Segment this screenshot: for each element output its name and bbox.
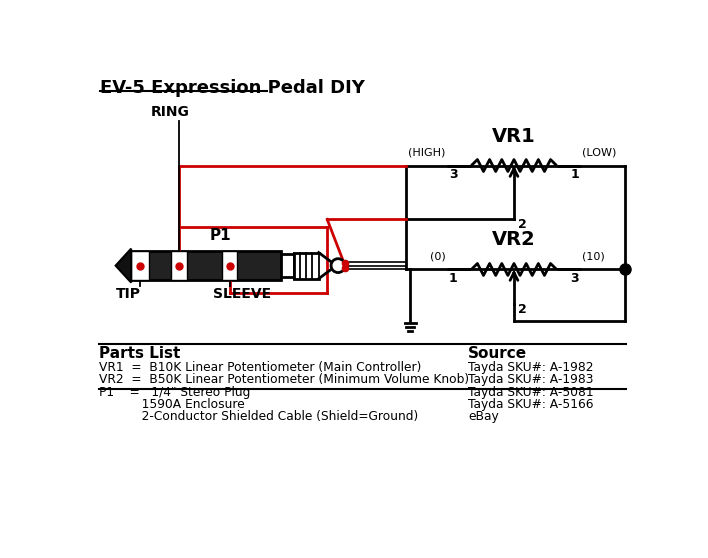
Text: P1: P1 (210, 228, 231, 243)
Text: 2: 2 (518, 302, 527, 316)
Text: Tayda SKU#: A-1983: Tayda SKU#: A-1983 (468, 373, 594, 387)
Polygon shape (115, 249, 131, 282)
Text: SLEEVE: SLEEVE (212, 287, 270, 301)
Text: 1: 1 (449, 272, 457, 285)
Text: VR1  =  B10K Linear Potentiometer (Main Controller): VR1 = B10K Linear Potentiometer (Main Co… (99, 361, 422, 374)
Text: Tayda SKU#: A-5166: Tayda SKU#: A-5166 (468, 398, 594, 411)
Text: VR2  =  B50K Linear Potentiometer (Minimum Volume Knob): VR2 = B50K Linear Potentiometer (Minimum… (99, 373, 469, 387)
Text: 2-Conductor Shielded Cable (Shield=Ground): 2-Conductor Shielded Cable (Shield=Groun… (99, 410, 418, 424)
Bar (131, 251, 280, 280)
Text: 2: 2 (518, 218, 527, 231)
Text: (LOW): (LOW) (582, 148, 617, 158)
Text: P1    =   1/4" Stereo Plug: P1 = 1/4" Stereo Plug (99, 386, 251, 399)
Circle shape (331, 259, 345, 272)
Text: Source: Source (468, 347, 527, 362)
Bar (280, 254, 294, 277)
Bar (171, 251, 187, 280)
Text: 1: 1 (571, 168, 579, 181)
Text: 3: 3 (449, 168, 457, 181)
Bar (222, 251, 237, 280)
Text: VR1: VR1 (492, 127, 536, 146)
Text: Tayda SKU#: A-5081: Tayda SKU#: A-5081 (468, 386, 594, 399)
Text: 1590A Enclosure: 1590A Enclosure (99, 398, 245, 411)
Text: eBay: eBay (468, 410, 499, 424)
Text: (10): (10) (582, 252, 605, 262)
Text: Tayda SKU#: A-1982: Tayda SKU#: A-1982 (468, 361, 594, 374)
Text: TIP: TIP (115, 287, 141, 301)
Text: EV-5 Expression Pedal DIY: EV-5 Expression Pedal DIY (100, 79, 365, 97)
Text: (0): (0) (430, 252, 446, 262)
Text: VR2: VR2 (492, 230, 536, 249)
Text: 3: 3 (571, 272, 579, 285)
Text: RING: RING (151, 105, 189, 119)
Text: (HIGH): (HIGH) (409, 148, 446, 158)
Text: Parts List: Parts List (99, 347, 181, 362)
Bar (131, 251, 149, 280)
